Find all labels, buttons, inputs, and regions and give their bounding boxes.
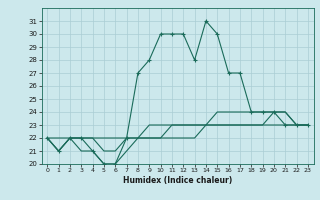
X-axis label: Humidex (Indice chaleur): Humidex (Indice chaleur): [123, 176, 232, 185]
